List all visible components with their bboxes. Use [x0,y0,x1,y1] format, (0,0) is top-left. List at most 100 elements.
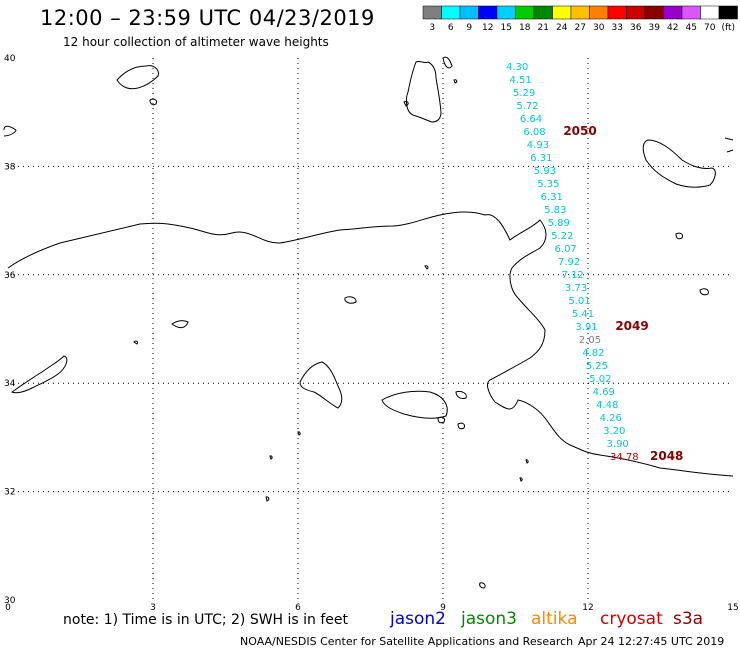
footer-note: note: 1) Time is in UTC; 2) SWH is in fe… [63,612,349,628]
legend-label: 36 [630,23,642,33]
lat-tick-label: 36 [4,271,16,281]
swh-track: 4.30 4.51 5.29 5.72 6.64 6.08 4.93 6.31 5.93 5.35… [506,62,683,463]
legend-label: 24 [556,23,568,33]
lon-tick-label: 3 [150,603,156,613]
lat-tick-label: 32 [4,488,15,498]
legend-label: 12 [482,23,493,33]
satellite-label-s3a: s3a [673,609,704,629]
lat-tick-label: 40 [4,54,16,64]
track-time-label: 2049 [615,319,648,333]
swh-value-label: 5.25 [586,361,608,372]
swh-value-label: 5.35 [537,179,559,190]
legend-label: 15 [501,23,512,33]
coastline-islet-1 [344,296,357,304]
swh-value-label: 4.93 [527,140,549,151]
legend-label: 42 [667,23,678,33]
swh-value-label: 3.73 [565,283,587,294]
coastline-menorca [149,98,157,106]
legend-swatch [718,5,738,20]
coastline-mallorca [116,65,159,90]
legend-label: 45 [686,23,697,33]
coastline-corsica-tip [442,56,453,69]
swh-value-label: 4.26 [600,413,622,424]
swh-value-label: 6.07 [555,244,577,255]
swh-value-label: 5.22 [551,231,573,242]
footer-generated-time: Apr 24 12:27:45 UTC 2019 [578,635,725,648]
legend-label: 21 [538,23,549,33]
legend-label: 9 [466,23,472,33]
coastline-gulf-isles [437,391,467,430]
coastline-sant-antioco [403,101,409,107]
swh-value-label: 5.83 [544,205,566,216]
coastline-islet-5 [265,496,270,502]
swh-value-label: 4.48 [596,400,618,411]
coastline-sicily [642,139,716,188]
legend-label: 30 [593,23,605,33]
footer-credit: NOAA/NESDIS Center for Satellite Applica… [240,635,574,648]
swh-value-label: 4.51 [509,75,531,86]
coastline-west-coast [11,355,68,394]
satellite-label-cryosat: cryosat [600,609,663,629]
coastline-djerba [381,390,448,419]
coastline-ibiza [3,125,17,137]
swh-value-label: 7.92 [558,257,580,268]
coastline-pantelleria [675,232,683,240]
satellite-label-altika: altika [531,609,578,629]
swh-value-label: 2.05 [579,335,601,346]
lon-tick-label: 6 [295,603,301,613]
coastline-italy-toe [724,137,734,153]
swh-value-label: 6.31 [530,153,552,164]
coastline-malta [699,288,709,296]
legend-label: 3 [429,23,435,33]
swh-value-label: 5.02 [589,374,611,385]
swh-value-label: 4.82 [582,348,604,359]
lon-tick-label: 0 [5,603,11,613]
track-time-label: 2048 [650,449,683,463]
swh-value-label: 34.78 [610,452,639,463]
swh-value-label: 3.90 [607,439,629,450]
grid-lines [8,58,733,600]
swh-value-label: 5.29 [513,88,535,99]
coastline-islet-9 [453,79,458,84]
swh-value-label: 5.41 [572,309,594,320]
color-legend: 3 6 9 12 15 18 21 24 27 30 33 36 39 42 45 70 (ft) [422,5,738,33]
coastline-sardinia [405,60,442,123]
track-time-label: 2050 [563,124,596,138]
swh-value-label: 5.89 [548,218,570,229]
swh-value-label: 7.12 [561,270,583,281]
lon-tick-label: 15 [727,603,738,613]
coastline-islet-8 [479,582,486,589]
coastline-alboran [171,320,189,329]
coastline-islet-6 [297,431,301,436]
chart-subtitle: 12 hour collection of altimeter wave hei… [63,35,329,49]
swh-value-label: 3.91 [575,322,597,333]
swh-value-label: 5.93 [534,166,556,177]
legend-label: 18 [519,23,531,33]
satellite-label-jason3: jason3 [461,609,517,629]
legend-label: (ft) [721,23,735,33]
chart-title: 12:00 – 23:59 UTC 04/23/2019 [40,6,375,30]
swh-value-label: 6.08 [523,127,545,138]
legend-label: 70 [704,23,716,33]
satellite-label-jason2: jason2 [390,609,446,629]
coastline-islet-7 [519,459,529,482]
swh-value-label: 4.30 [506,62,528,73]
lat-tick-label: 34 [4,379,16,389]
swh-value-label: 6.31 [541,192,563,203]
legend-label: 33 [612,23,623,33]
coastline-islet-2 [424,265,429,270]
coastline-kerkennah [299,361,343,409]
coastline-north-africa [7,211,734,477]
coastline-islet-3 [133,340,139,345]
lat-tick-label: 38 [4,162,16,172]
swh-value-label: 4.69 [593,387,615,398]
legend-label: 6 [448,23,454,33]
lon-tick-label: 9 [440,603,446,613]
legend-label: 27 [575,23,586,33]
swh-value-label: 6.64 [520,114,542,125]
swh-value-label: 3.20 [603,426,625,437]
coastline [3,56,734,589]
lat-tick-label: 30 [4,596,16,606]
